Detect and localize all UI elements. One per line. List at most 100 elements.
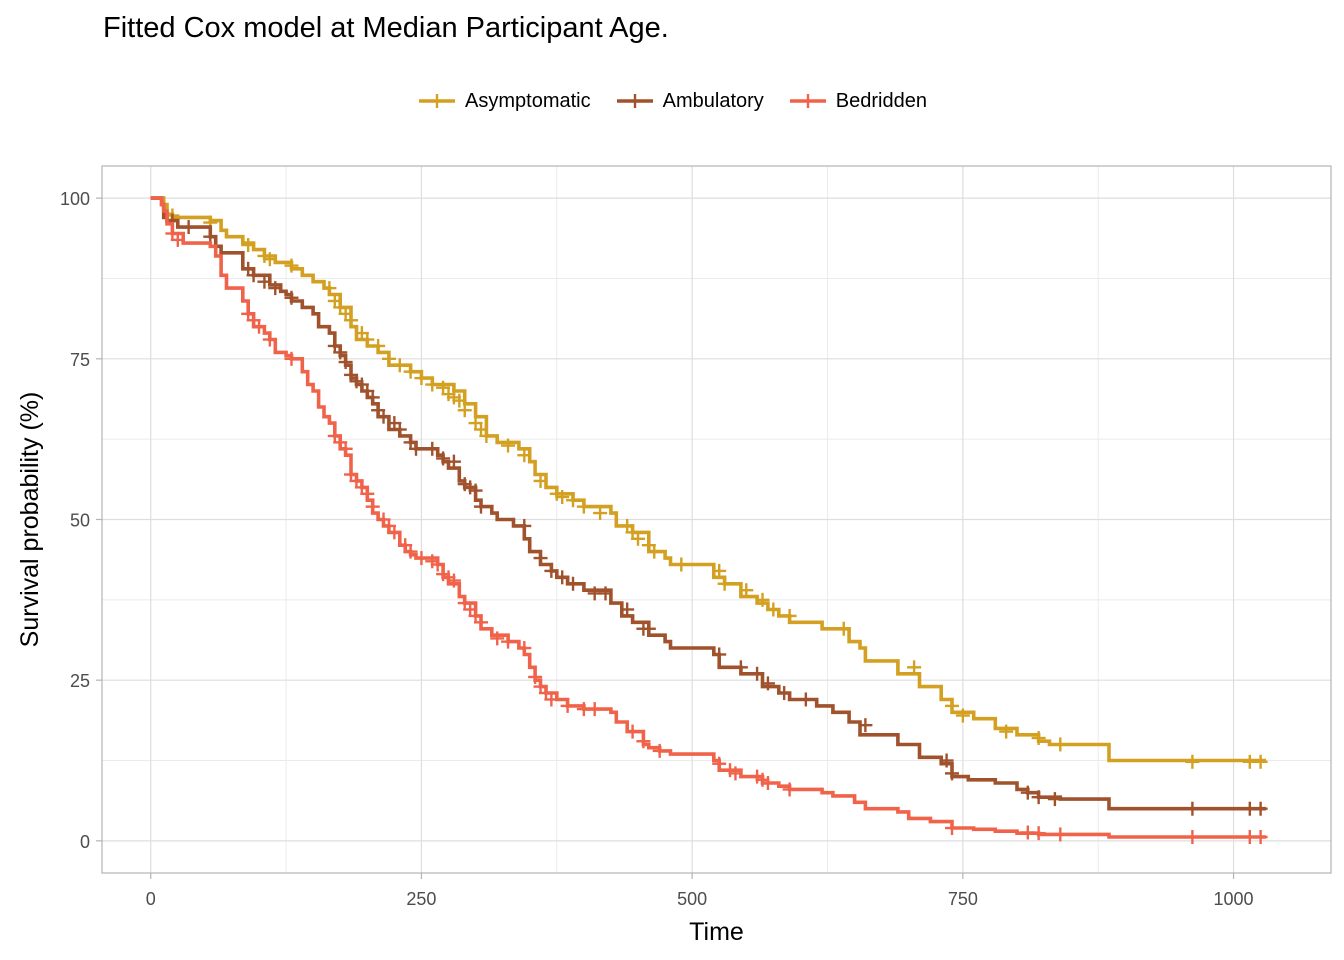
censor-mark [566,493,581,508]
censor-mark [284,290,299,305]
censor-mark [333,345,348,360]
y-tick-label: 0 [80,832,90,852]
x-tick-label: 0 [146,889,156,909]
censor-mark [338,355,353,370]
x-tick-label: 250 [406,889,436,909]
censor-mark [1185,754,1200,769]
censor-mark [501,438,516,453]
censor-mark [528,669,543,684]
censor-mark [566,576,581,591]
censor-mark [1031,790,1046,805]
legend-label: Bedridden [835,89,927,112]
legend-key [789,94,826,108]
legend-label: Ambulatory [662,89,764,112]
censor-mark [387,525,402,540]
censor-mark [858,718,873,733]
censor-mark [674,557,689,572]
censor-mark [544,563,559,578]
censor-mark [939,753,954,768]
censor-mark [533,473,548,488]
censor-mark [750,666,765,681]
censor-mark [414,551,429,566]
censor-mark [262,332,277,347]
censor-mark [1020,785,1035,800]
censor-mark [403,544,418,559]
censor-mark [593,506,608,521]
legend: Asymptomatic Ambulatory Bedridden [0,86,1344,116]
censor-mark [446,454,461,469]
censor-mark [1053,737,1068,752]
x-axis-title: Time [689,918,744,946]
censor-mark [381,351,396,366]
censor-mark [473,615,488,630]
censor-mark [760,676,775,691]
censor-mark [252,319,267,334]
censor-mark [945,698,960,713]
legend-key [616,94,653,108]
censor-mark [473,499,488,514]
censor-mark [344,313,359,328]
censor-mark [777,686,792,701]
censor-mark [446,573,461,588]
y-tick-label: 25 [70,671,90,691]
censor-mark [409,441,424,456]
censor-mark [636,734,651,749]
censor-mark [782,608,797,623]
censor-mark [630,531,645,546]
chart-title: Fitted Cox model at Median Participant A… [103,12,669,44]
censor-mark [712,563,727,578]
censor-mark [782,782,797,797]
censor-mark [517,518,532,533]
censor-mark [712,647,727,662]
censor-mark [392,422,407,437]
censor-mark [430,557,445,572]
censor-mark [1031,826,1046,841]
y-tick-label: 50 [70,511,90,531]
censor-mark [241,238,256,253]
censor-mark [268,281,283,296]
censor-mark [576,499,591,514]
censor-mark [371,338,386,353]
censor-mark [360,486,375,501]
censor-mark [468,483,483,498]
censor-mark [517,641,532,656]
censor-mark [560,698,575,713]
censor-mark [798,692,813,707]
censor-mark [760,776,775,791]
censor-mark [425,441,440,456]
censor-mark [425,377,440,392]
censor-mark [717,576,732,591]
censor-mark [999,724,1014,739]
censor-mark [1185,830,1200,845]
censor-mark [284,351,299,366]
censor-mark [1053,827,1068,842]
censor-mark [647,544,662,559]
y-tick-label: 75 [70,350,90,370]
censor-mark [517,448,532,463]
censor-mark [625,724,640,739]
censor-mark [338,441,353,456]
censor-mark [652,743,667,758]
censor-mark [620,602,635,617]
censor-mark [501,634,516,649]
y-tick-label: 100 [60,189,90,209]
censor-mark [490,631,505,646]
censor-mark [739,583,754,598]
legend-item-asymptomatic: Asymptomatic [417,86,591,116]
y-axis-title: Survival probability (%) [16,392,44,648]
legend-label: Asymptomatic [465,89,591,112]
series-ambulatory [150,196,1268,816]
censor-mark [457,403,472,418]
x-tick-label: 1000 [1214,889,1254,909]
censor-mark [414,371,429,386]
censor-mark [360,332,375,347]
censor-mark [598,586,613,601]
legend-item-ambulatory: Ambulatory [615,86,764,116]
censor-mark [733,660,748,675]
censor-mark [392,358,407,373]
censor-mark [555,490,570,505]
censor-mark [376,409,391,424]
censor-mark [544,692,559,707]
censor-mark [1047,792,1062,807]
